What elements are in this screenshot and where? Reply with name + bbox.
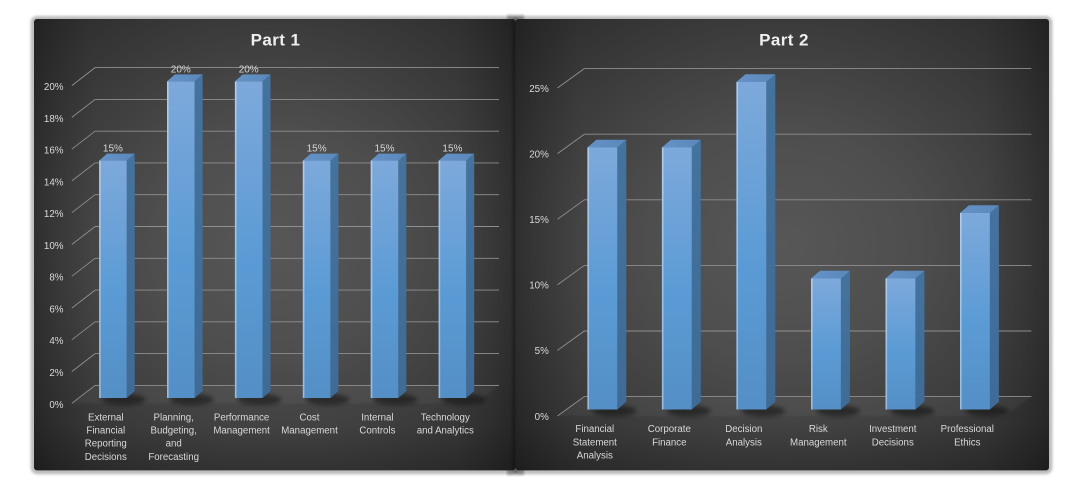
svg-text:Ethics: Ethics [954, 437, 981, 448]
svg-text:Forecasting: Forecasting [148, 452, 199, 463]
svg-text:Management: Management [213, 426, 270, 437]
svg-text:0%: 0% [535, 412, 549, 423]
svg-text:Professional: Professional [941, 424, 994, 435]
svg-text:10%: 10% [529, 281, 549, 292]
svg-text:Budgeting,: Budgeting, [151, 426, 197, 437]
svg-text:Analysis: Analysis [726, 437, 762, 448]
svg-text:20%: 20% [44, 82, 64, 93]
svg-text:Part 1: Part 1 [251, 30, 301, 49]
svg-text:and Analytics: and Analytics [417, 426, 474, 437]
svg-text:6%: 6% [49, 305, 63, 316]
svg-text:Controls: Controls [359, 426, 395, 437]
svg-text:4%: 4% [49, 336, 63, 347]
svg-text:Performance: Performance [214, 413, 269, 424]
svg-text:Part 2: Part 2 [759, 30, 809, 49]
svg-text:External: External [88, 413, 124, 424]
svg-text:Decisions: Decisions [872, 437, 914, 448]
svg-text:18%: 18% [44, 114, 64, 125]
svg-text:Financial: Financial [86, 426, 125, 437]
svg-text:0%: 0% [49, 400, 63, 411]
svg-text:5%: 5% [535, 346, 549, 357]
svg-text:15%: 15% [103, 144, 123, 155]
svg-text:14%: 14% [44, 177, 64, 188]
svg-text:Decision: Decision [725, 424, 762, 435]
svg-text:20%: 20% [171, 64, 191, 75]
svg-text:Finance: Finance [652, 437, 686, 448]
svg-text:Corporate: Corporate [648, 424, 691, 435]
svg-text:8%: 8% [49, 273, 63, 284]
svg-text:15%: 15% [374, 144, 394, 155]
svg-text:Reporting: Reporting [85, 439, 127, 450]
svg-text:Internal: Internal [361, 413, 393, 424]
svg-text:Cost: Cost [300, 413, 320, 424]
svg-text:Management: Management [790, 437, 847, 448]
svg-text:16%: 16% [44, 146, 64, 157]
svg-text:10%: 10% [44, 241, 64, 252]
svg-text:20%: 20% [529, 149, 549, 160]
svg-text:12%: 12% [44, 209, 64, 220]
svg-text:Management: Management [281, 426, 338, 437]
svg-text:Statement: Statement [573, 437, 617, 448]
svg-text:Technology: Technology [421, 413, 470, 424]
svg-text:Risk: Risk [809, 424, 828, 435]
svg-text:Analysis: Analysis [577, 450, 613, 461]
svg-text:20%: 20% [239, 64, 259, 75]
svg-text:Financial: Financial [575, 424, 614, 435]
svg-text:2%: 2% [49, 368, 63, 379]
svg-text:Decisions: Decisions [85, 452, 127, 463]
svg-text:15%: 15% [442, 144, 462, 155]
svg-text:15%: 15% [307, 144, 327, 155]
svg-text:15%: 15% [529, 215, 549, 226]
svg-text:Planning,: Planning, [153, 413, 193, 424]
svg-text:25%: 25% [529, 84, 549, 95]
svg-text:and: and [166, 439, 182, 450]
svg-text:Investment: Investment [869, 424, 917, 435]
